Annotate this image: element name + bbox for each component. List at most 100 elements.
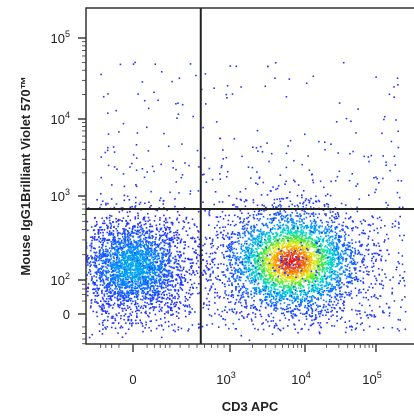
density-point bbox=[127, 259, 129, 261]
density-point bbox=[286, 232, 289, 234]
density-point bbox=[335, 274, 337, 276]
density-point bbox=[145, 249, 148, 252]
density-point bbox=[139, 269, 141, 271]
density-point bbox=[242, 236, 244, 239]
density-point bbox=[270, 273, 272, 276]
density-point bbox=[116, 274, 118, 277]
density-point bbox=[283, 292, 285, 294]
density-point bbox=[240, 310, 243, 313]
density-point bbox=[248, 238, 251, 241]
density-point bbox=[296, 245, 298, 247]
density-point bbox=[129, 274, 131, 276]
density-point bbox=[126, 257, 129, 259]
density-point bbox=[119, 267, 121, 269]
density-point bbox=[121, 291, 124, 294]
density-point bbox=[269, 271, 272, 274]
density-point bbox=[86, 260, 89, 262]
density-point bbox=[73, 224, 75, 226]
density-point bbox=[142, 273, 144, 275]
density-point bbox=[152, 291, 155, 294]
density-point bbox=[290, 237, 292, 239]
density-point bbox=[141, 257, 144, 260]
density-point bbox=[98, 249, 101, 252]
density-point bbox=[248, 268, 250, 271]
density-point bbox=[150, 250, 152, 253]
density-point bbox=[112, 280, 115, 283]
density-point bbox=[363, 255, 366, 257]
density-point bbox=[130, 277, 132, 280]
density-point bbox=[151, 266, 153, 268]
density-point bbox=[315, 239, 317, 242]
density-point bbox=[274, 228, 276, 230]
density-point bbox=[123, 229, 126, 232]
density-point bbox=[335, 276, 337, 279]
density-point bbox=[166, 288, 169, 290]
density-point bbox=[134, 269, 136, 272]
density-point bbox=[121, 336, 124, 338]
density-point bbox=[143, 245, 145, 247]
density-point bbox=[109, 304, 111, 307]
density-point bbox=[173, 232, 175, 234]
density-point bbox=[234, 286, 237, 288]
density-point bbox=[281, 294, 283, 297]
density-point bbox=[110, 280, 112, 283]
density-point bbox=[345, 247, 347, 249]
density-point bbox=[375, 260, 377, 262]
density-point bbox=[257, 276, 259, 279]
density-point bbox=[171, 314, 173, 316]
density-point bbox=[142, 330, 144, 333]
density-point bbox=[121, 283, 124, 285]
density-point bbox=[230, 245, 233, 247]
density-point bbox=[171, 238, 173, 241]
density-point bbox=[291, 232, 293, 235]
density-point bbox=[111, 246, 113, 249]
density-point bbox=[87, 257, 90, 259]
density-point bbox=[360, 245, 363, 248]
density-point bbox=[231, 294, 233, 296]
density-point bbox=[234, 272, 237, 274]
density-point bbox=[244, 264, 247, 267]
density-point bbox=[221, 282, 224, 284]
density-point bbox=[129, 292, 131, 294]
density-point bbox=[212, 270, 214, 273]
density-point bbox=[149, 269, 151, 271]
density-point bbox=[290, 287, 292, 289]
density-point bbox=[94, 247, 96, 250]
density-point bbox=[208, 300, 211, 303]
density-point bbox=[163, 294, 165, 297]
density-point bbox=[311, 226, 313, 229]
density-point bbox=[287, 256, 289, 258]
density-point bbox=[277, 294, 279, 296]
density-point bbox=[242, 221, 244, 224]
density-point bbox=[372, 216, 374, 219]
density-point bbox=[155, 319, 158, 322]
density-point bbox=[191, 258, 193, 260]
density-point bbox=[372, 255, 375, 258]
density-point bbox=[234, 255, 236, 257]
density-point bbox=[265, 222, 268, 225]
density-point bbox=[162, 286, 164, 289]
density-point bbox=[105, 204, 107, 206]
density-point bbox=[114, 288, 116, 290]
density-point bbox=[108, 239, 111, 242]
density-point bbox=[133, 253, 136, 256]
density-point bbox=[368, 271, 370, 273]
density-point bbox=[277, 281, 280, 284]
density-point bbox=[143, 283, 145, 286]
density-point bbox=[143, 223, 146, 226]
density-point bbox=[160, 336, 163, 339]
density-point bbox=[303, 246, 306, 249]
density-point bbox=[265, 319, 267, 321]
density-point bbox=[107, 226, 109, 228]
density-point bbox=[98, 305, 101, 307]
density-point bbox=[151, 297, 153, 300]
density-point bbox=[328, 289, 330, 292]
density-point bbox=[163, 291, 165, 293]
density-point bbox=[105, 266, 107, 268]
density-point bbox=[192, 269, 194, 272]
density-point bbox=[299, 271, 302, 273]
density-point bbox=[250, 261, 252, 264]
density-point bbox=[125, 259, 128, 262]
density-point bbox=[267, 238, 269, 241]
density-point bbox=[270, 260, 272, 262]
